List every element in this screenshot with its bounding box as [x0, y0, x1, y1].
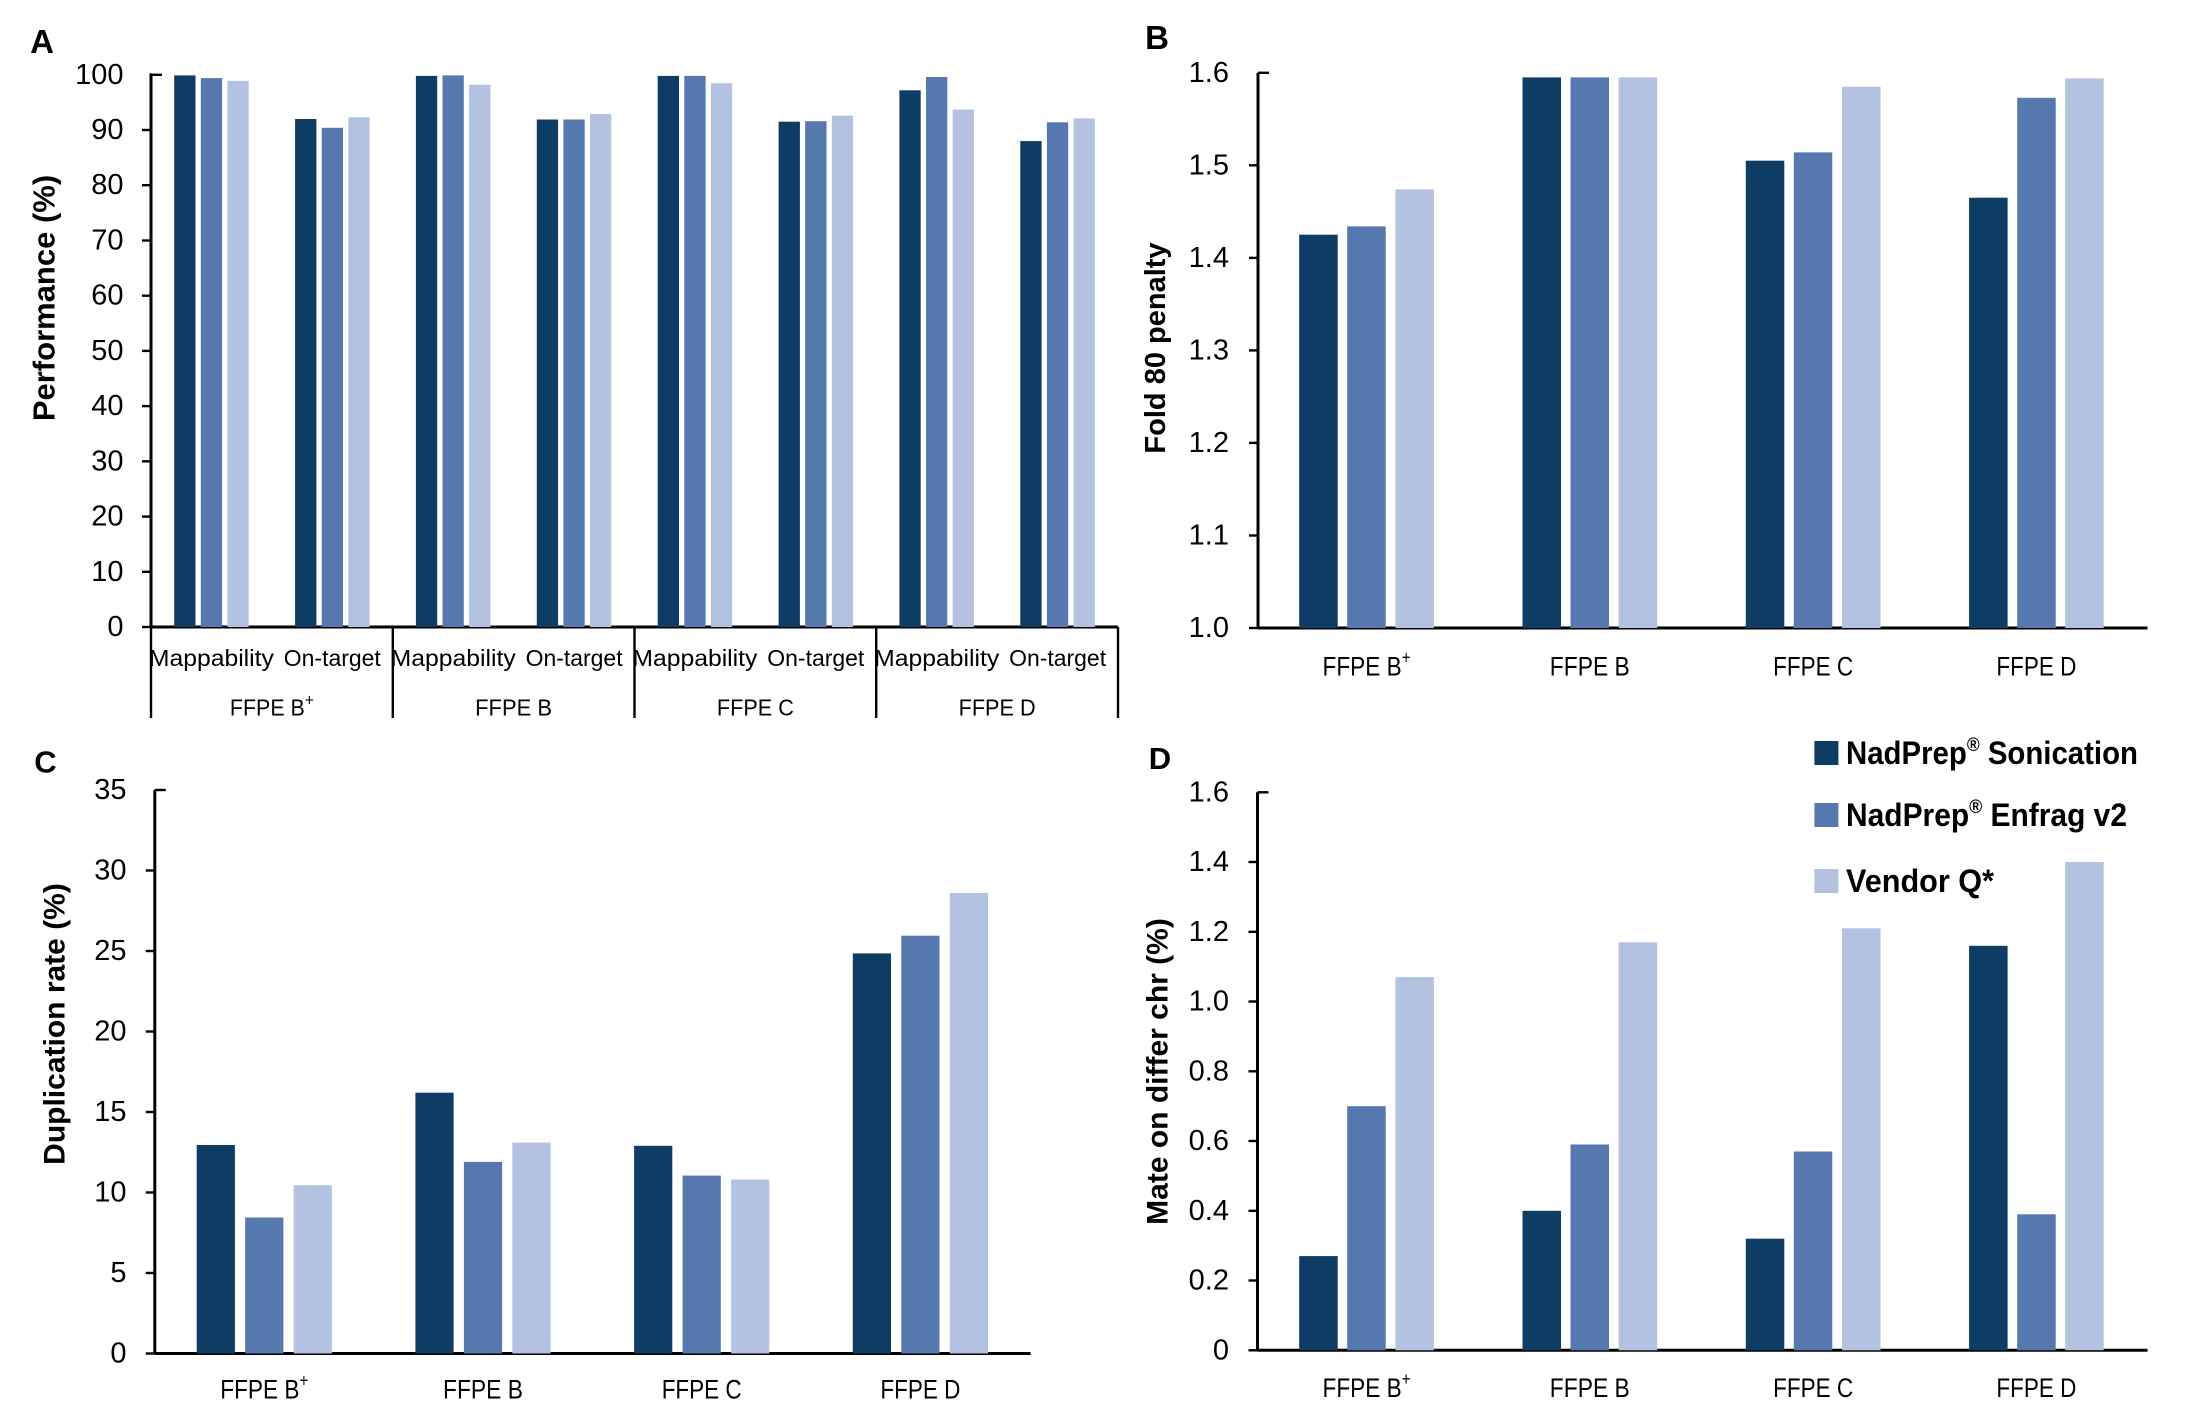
svg-text:Performance (%): Performance (%) — [27, 175, 62, 421]
svg-text:On-target: On-target — [526, 645, 623, 671]
svg-text:15: 15 — [94, 1096, 126, 1128]
svg-text:1.6: 1.6 — [1189, 776, 1229, 808]
svg-text:Fold 80 penalty: Fold 80 penalty — [1140, 242, 1172, 453]
svg-text:30: 30 — [94, 855, 126, 887]
svg-text:1.4: 1.4 — [1189, 242, 1229, 274]
svg-text:90: 90 — [91, 114, 123, 146]
svg-text:10: 10 — [94, 1177, 126, 1209]
svg-text:0.2: 0.2 — [1189, 1265, 1229, 1297]
svg-text:FFPE B+: FFPE B+ — [220, 1371, 308, 1405]
svg-text:Mappability: Mappability — [391, 645, 516, 671]
svg-text:FFPE C: FFPE C — [662, 1375, 742, 1405]
svg-text:1.2: 1.2 — [1189, 916, 1229, 948]
svg-text:0: 0 — [110, 1338, 126, 1370]
svg-text:70: 70 — [91, 225, 123, 257]
svg-text:10: 10 — [91, 556, 123, 588]
svg-text:C: C — [34, 745, 56, 780]
svg-text:Mate on differ chr (%): Mate on differ chr (%) — [1142, 918, 1175, 1225]
svg-text:1.5: 1.5 — [1189, 149, 1229, 181]
svg-text:On-target: On-target — [284, 645, 381, 671]
svg-text:FFPE D: FFPE D — [1996, 1373, 2076, 1403]
svg-text:Duplication rate (%): Duplication rate (%) — [39, 883, 72, 1165]
svg-text:1.2: 1.2 — [1189, 427, 1229, 459]
svg-text:0.6: 0.6 — [1189, 1125, 1229, 1157]
svg-text:FFPE B+: FFPE B+ — [230, 690, 314, 721]
svg-text:0: 0 — [1213, 1334, 1229, 1366]
svg-text:NadPrep® Sonication: NadPrep® Sonication — [1846, 735, 2138, 772]
svg-text:FFPE D: FFPE D — [880, 1375, 960, 1405]
svg-text:0.8: 0.8 — [1189, 1055, 1229, 1087]
svg-text:NadPrep® Enfrag v2: NadPrep® Enfrag v2 — [1846, 797, 2127, 834]
svg-text:1.6: 1.6 — [1189, 57, 1229, 89]
svg-text:FFPE B: FFPE B — [1550, 1373, 1630, 1403]
svg-text:A: A — [30, 23, 54, 60]
svg-text:FFPE C: FFPE C — [1773, 1373, 1853, 1403]
svg-text:25: 25 — [94, 935, 126, 967]
svg-text:1.3: 1.3 — [1189, 334, 1229, 366]
svg-text:1.1: 1.1 — [1189, 520, 1229, 552]
svg-text:40: 40 — [91, 390, 123, 422]
svg-text:On-target: On-target — [1009, 645, 1106, 671]
svg-text:FFPE B: FFPE B — [1550, 652, 1630, 682]
svg-text:B: B — [1145, 19, 1169, 56]
svg-text:Vendor Q*: Vendor Q* — [1846, 863, 1995, 899]
svg-text:FFPE B: FFPE B — [443, 1375, 523, 1405]
svg-text:D: D — [1149, 741, 1171, 776]
svg-text:FFPE D: FFPE D — [959, 695, 1036, 721]
svg-text:Mappability: Mappability — [149, 645, 274, 671]
svg-text:1.4: 1.4 — [1189, 846, 1229, 878]
svg-text:FFPE B: FFPE B — [475, 695, 552, 721]
svg-text:1.0: 1.0 — [1189, 986, 1229, 1018]
svg-text:FFPE C: FFPE C — [717, 695, 794, 721]
svg-text:1.0: 1.0 — [1189, 612, 1229, 644]
svg-text:FFPE B+: FFPE B+ — [1323, 1369, 1411, 1403]
svg-text:20: 20 — [94, 1016, 126, 1048]
svg-text:100: 100 — [75, 59, 123, 91]
svg-text:Mappability: Mappability — [874, 645, 999, 671]
svg-text:0.4: 0.4 — [1189, 1195, 1229, 1227]
svg-text:20: 20 — [91, 501, 123, 533]
svg-text:30: 30 — [91, 445, 123, 477]
svg-text:35: 35 — [94, 774, 126, 806]
svg-text:On-target: On-target — [767, 645, 864, 671]
svg-text:0: 0 — [107, 611, 123, 643]
svg-text:FFPE D: FFPE D — [1996, 652, 2076, 682]
svg-text:60: 60 — [91, 280, 123, 312]
svg-text:FFPE C: FFPE C — [1773, 652, 1853, 682]
svg-text:80: 80 — [91, 169, 123, 201]
svg-text:5: 5 — [110, 1257, 126, 1289]
svg-text:FFPE B+: FFPE B+ — [1323, 648, 1411, 682]
svg-text:Mappability: Mappability — [632, 645, 757, 671]
svg-text:50: 50 — [91, 335, 123, 367]
